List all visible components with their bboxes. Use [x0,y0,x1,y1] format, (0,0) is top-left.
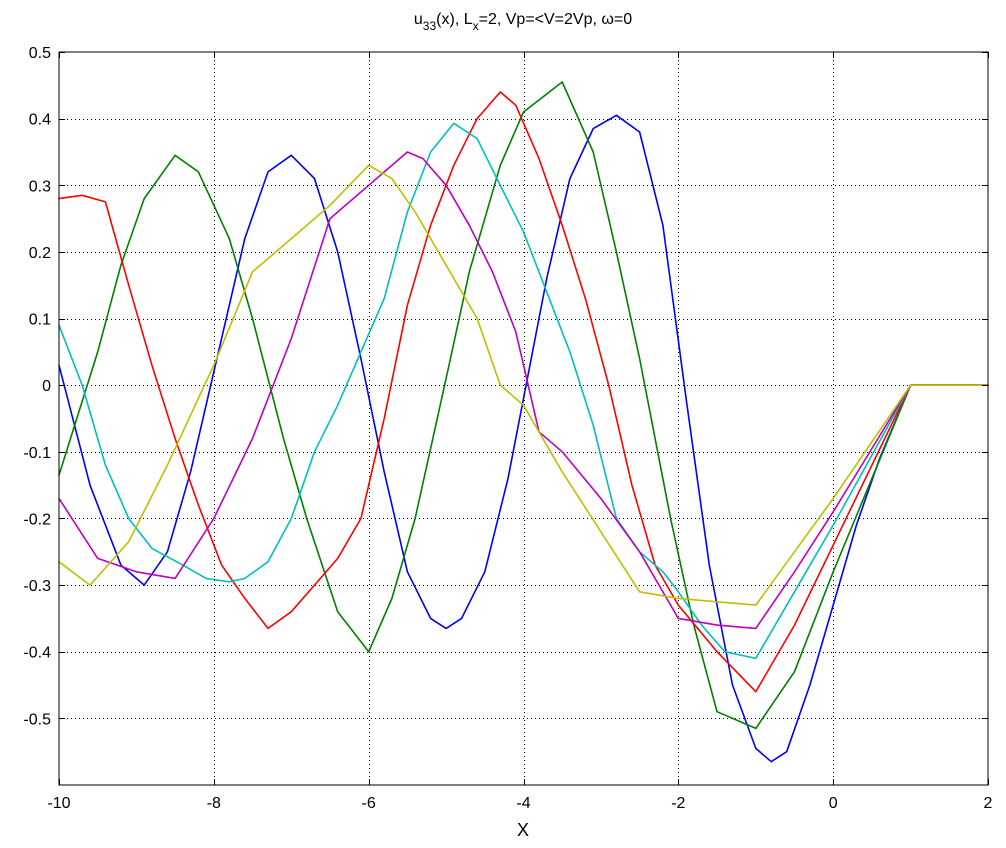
y-tick-label: 0.1 [29,312,51,329]
series-line-6 [58,164,989,606]
series-line-2 [58,81,989,730]
x-tick-label: -4 [516,795,530,812]
x-tick-label: -8 [207,795,221,812]
data-series [58,81,989,763]
axis-ticks: -10 -8 -6 -4 -2 0 2 -0.5 -0.4 -0.3 -0.2 -0.1 0 0.1 0.2… [23,45,992,812]
y-tick-label: -0.4 [23,645,51,662]
title-rest: =2, Vp=<V=2Vp, ω=0 [479,11,633,28]
y-tick-label: 0.4 [29,112,51,129]
x-tick-label: -6 [362,795,376,812]
series-line-5 [58,151,989,630]
y-tick-label: 0.3 [29,178,51,195]
y-tick-label: -0.3 [23,578,51,595]
title-u: u [414,11,423,28]
series-line-1 [58,114,989,763]
y-tick-label: -0.1 [23,445,51,462]
chart-title: u33(x), Lx=2, Vp=<V=2Vp, ω=0 [414,11,632,33]
series-line-4 [58,122,989,660]
x-tick-label: -10 [47,795,70,812]
title-sub-x: x [473,19,479,33]
y-tick-label: 0.2 [29,245,51,262]
x-tick-label: 2 [984,795,993,812]
axes-frame [58,51,989,786]
grid-lines [59,52,988,785]
y-tick-label: 0.5 [29,45,51,62]
x-axis-label: X [517,820,529,840]
y-tick-label: -0.5 [23,711,51,728]
series-line-3 [58,91,989,693]
y-tick-label: 0 [42,378,51,395]
y-tick-label: -0.2 [23,511,51,528]
x-tick-label: 0 [829,795,838,812]
title-sub-33: 33 [423,19,437,33]
title-mid: (x), L [436,11,473,28]
x-tick-label: -2 [671,795,685,812]
